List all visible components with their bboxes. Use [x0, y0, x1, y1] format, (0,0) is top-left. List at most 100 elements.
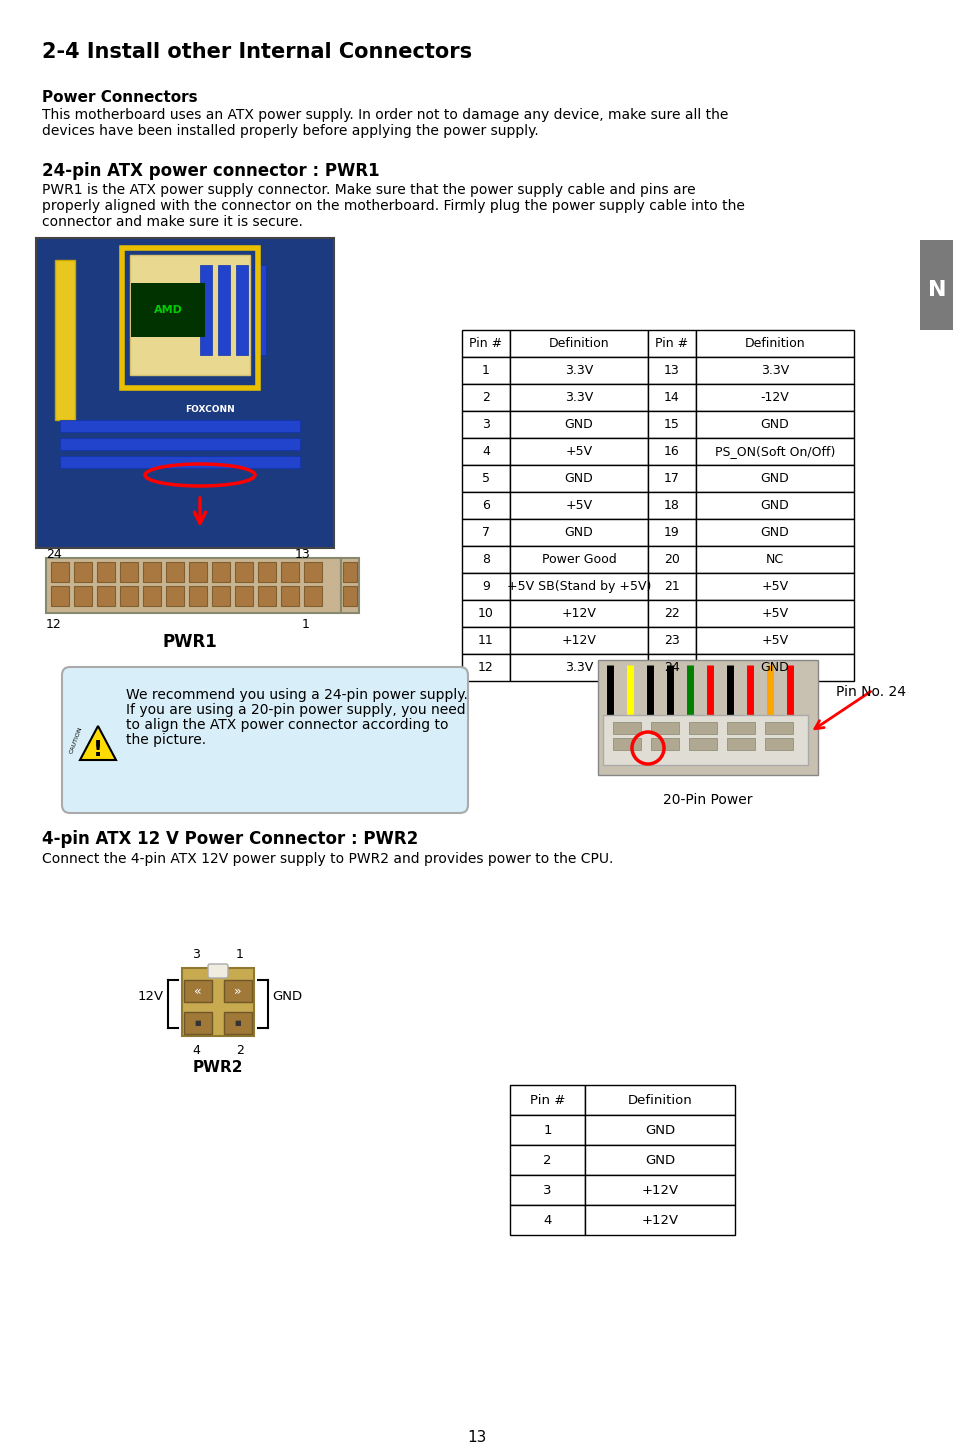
- Text: Power Good: Power Good: [541, 553, 616, 566]
- Bar: [510, 1205, 584, 1236]
- Text: GND: GND: [644, 1153, 675, 1166]
- Text: 3: 3: [192, 948, 200, 961]
- Bar: [143, 562, 161, 582]
- Text: FOXCONN: FOXCONN: [185, 405, 234, 414]
- Text: «: «: [194, 984, 202, 998]
- FancyBboxPatch shape: [208, 964, 228, 979]
- Bar: [166, 562, 184, 582]
- Text: +12V: +12V: [561, 635, 596, 648]
- Text: 10: 10: [477, 607, 494, 620]
- Text: 2: 2: [542, 1153, 551, 1166]
- Bar: [510, 465, 647, 492]
- Text: 2: 2: [235, 1044, 244, 1057]
- Text: GND: GND: [760, 499, 788, 513]
- Bar: [647, 492, 696, 518]
- Bar: [696, 465, 853, 492]
- Bar: [461, 653, 510, 681]
- Text: GND: GND: [644, 1124, 675, 1137]
- Text: GND: GND: [760, 661, 788, 674]
- Bar: [461, 383, 510, 411]
- Text: Power Connectors: Power Connectors: [42, 90, 197, 105]
- Bar: [696, 439, 853, 465]
- Text: 13: 13: [294, 547, 310, 560]
- Text: 13: 13: [663, 364, 679, 378]
- Text: 3.3V: 3.3V: [564, 661, 593, 674]
- Bar: [650, 722, 679, 735]
- Bar: [696, 600, 853, 627]
- Text: PWR1: PWR1: [162, 633, 217, 650]
- Text: ■: ■: [234, 1019, 241, 1027]
- Bar: [647, 546, 696, 574]
- Text: GND: GND: [564, 526, 593, 539]
- Bar: [461, 518, 510, 546]
- Text: 19: 19: [663, 526, 679, 539]
- Text: 2-4 Install other Internal Connectors: 2-4 Install other Internal Connectors: [42, 42, 472, 62]
- Text: GND: GND: [564, 418, 593, 431]
- Bar: [281, 562, 298, 582]
- Text: +12V: +12V: [640, 1214, 678, 1227]
- Bar: [696, 574, 853, 600]
- Text: 20-Pin Power: 20-Pin Power: [662, 793, 752, 807]
- Text: PS_ON(Soft On/Off): PS_ON(Soft On/Off): [714, 444, 834, 457]
- Bar: [696, 492, 853, 518]
- Bar: [212, 562, 230, 582]
- Text: 18: 18: [663, 499, 679, 513]
- Bar: [461, 465, 510, 492]
- Bar: [304, 562, 322, 582]
- Text: 4: 4: [192, 1044, 200, 1057]
- Text: Pin No. 24: Pin No. 24: [835, 685, 905, 698]
- Bar: [461, 330, 510, 357]
- Bar: [461, 492, 510, 518]
- Bar: [726, 722, 754, 735]
- Text: devices have been installed properly before applying the power supply.: devices have been installed properly bef…: [42, 123, 538, 138]
- Text: 12: 12: [46, 619, 62, 632]
- Bar: [182, 968, 253, 1035]
- Text: 9: 9: [481, 579, 490, 592]
- Text: +5V SB(Stand by +5V): +5V SB(Stand by +5V): [506, 579, 651, 592]
- Bar: [97, 587, 115, 605]
- Text: 16: 16: [663, 444, 679, 457]
- Text: 4-pin ATX 12 V Power Connector : PWR2: 4-pin ATX 12 V Power Connector : PWR2: [42, 831, 417, 848]
- Text: 22: 22: [663, 607, 679, 620]
- Bar: [510, 439, 647, 465]
- Text: CAUTION: CAUTION: [69, 726, 83, 754]
- Bar: [235, 266, 248, 354]
- Bar: [461, 546, 510, 574]
- Text: AMD: AMD: [153, 305, 182, 315]
- Bar: [120, 562, 138, 582]
- Bar: [602, 714, 807, 765]
- Bar: [461, 439, 510, 465]
- Text: 5: 5: [481, 472, 490, 485]
- Text: »: »: [233, 984, 241, 998]
- Bar: [647, 383, 696, 411]
- Text: Pin #: Pin #: [529, 1093, 564, 1106]
- Bar: [461, 411, 510, 439]
- Bar: [584, 1115, 734, 1146]
- Bar: [584, 1146, 734, 1175]
- Text: 21: 21: [663, 579, 679, 592]
- Bar: [696, 653, 853, 681]
- Text: +12V: +12V: [640, 1183, 678, 1196]
- Bar: [257, 587, 275, 605]
- Text: 8: 8: [481, 553, 490, 566]
- Text: 15: 15: [663, 418, 679, 431]
- Bar: [461, 574, 510, 600]
- Bar: [122, 248, 257, 388]
- Bar: [184, 980, 212, 1002]
- Bar: [51, 587, 69, 605]
- Text: !: !: [92, 741, 103, 759]
- Text: 17: 17: [663, 472, 679, 485]
- Bar: [166, 587, 184, 605]
- Text: 2: 2: [481, 391, 490, 404]
- Bar: [46, 558, 340, 613]
- Bar: [257, 562, 275, 582]
- Bar: [650, 738, 679, 751]
- Bar: [696, 627, 853, 653]
- Text: 7: 7: [481, 526, 490, 539]
- Bar: [510, 574, 647, 600]
- Text: 6: 6: [481, 499, 490, 513]
- Text: Pin #: Pin #: [469, 337, 502, 350]
- Text: the picture.: the picture.: [126, 733, 206, 746]
- Bar: [764, 722, 792, 735]
- Bar: [613, 722, 640, 735]
